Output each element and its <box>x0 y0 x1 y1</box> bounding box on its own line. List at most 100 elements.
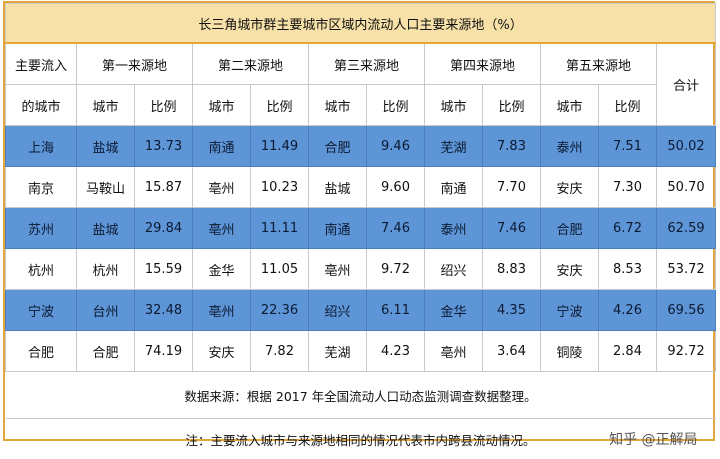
subheader-city: 城市 <box>77 85 135 126</box>
source-ratio-cell: 22.36 <box>251 290 309 331</box>
source-ratio-cell: 6.72 <box>599 208 657 249</box>
source-ratio-cell: 3.64 <box>483 331 541 372</box>
source-ratio-cell: 6.11 <box>367 290 425 331</box>
source-city-cell: 盐城 <box>77 208 135 249</box>
total-cell: 92.72 <box>657 331 716 372</box>
inflow-city-cell: 合肥 <box>6 331 77 372</box>
source-ratio-cell: 29.84 <box>135 208 193 249</box>
inflow-city-cell: 南京 <box>6 167 77 208</box>
header-source-4: 第四来源地 <box>425 43 541 85</box>
source-city-cell: 芜湖 <box>309 331 367 372</box>
source-city-cell: 芜湖 <box>425 126 483 167</box>
source-ratio-cell: 7.46 <box>483 208 541 249</box>
source-city-cell: 宁波 <box>541 290 599 331</box>
subheader-ratio: 比例 <box>251 85 309 126</box>
data-table-sheet: 长三角城市群主要城市区域内流动人口主要来源地（%） 主要流入 第一来源地 第二来… <box>3 1 715 441</box>
source-city-cell: 铜陵 <box>541 331 599 372</box>
source-city-cell: 南通 <box>193 126 251 167</box>
inflow-city-cell: 杭州 <box>6 249 77 290</box>
table-title: 长三角城市群主要城市区域内流动人口主要来源地（%） <box>6 4 716 44</box>
source-ratio-cell: 8.83 <box>483 249 541 290</box>
source-city-cell: 台州 <box>77 290 135 331</box>
subheader-city: 城市 <box>425 85 483 126</box>
source-city-cell: 亳州 <box>309 249 367 290</box>
source-city-cell: 金华 <box>425 290 483 331</box>
source-ratio-cell: 11.11 <box>251 208 309 249</box>
header-total: 合计 <box>657 43 716 126</box>
subheader-city: 城市 <box>309 85 367 126</box>
total-cell: 50.02 <box>657 126 716 167</box>
source-city-cell: 马鞍山 <box>77 167 135 208</box>
source-ratio-cell: 32.48 <box>135 290 193 331</box>
source-city-cell: 安庆 <box>541 249 599 290</box>
source-ratio-cell: 15.59 <box>135 249 193 290</box>
source-city-cell: 合肥 <box>77 331 135 372</box>
source-ratio-cell: 11.05 <box>251 249 309 290</box>
total-cell: 50.70 <box>657 167 716 208</box>
total-cell: 69.56 <box>657 290 716 331</box>
subheader-ratio: 比例 <box>599 85 657 126</box>
total-cell: 62.59 <box>657 208 716 249</box>
header-source-5: 第五来源地 <box>541 43 657 85</box>
subheader-ratio: 比例 <box>483 85 541 126</box>
source-ratio-cell: 7.30 <box>599 167 657 208</box>
source-ratio-cell: 9.60 <box>367 167 425 208</box>
source-ratio-cell: 7.82 <box>251 331 309 372</box>
source-city-cell: 合肥 <box>309 126 367 167</box>
inflow-city-cell: 宁波 <box>6 290 77 331</box>
source-city-cell: 南通 <box>425 167 483 208</box>
source-city-cell: 亳州 <box>193 167 251 208</box>
source-city-cell: 金华 <box>193 249 251 290</box>
watermark: 知乎 @正解局 <box>609 429 697 449</box>
source-ratio-cell: 4.23 <box>367 331 425 372</box>
source-ratio-cell: 9.46 <box>367 126 425 167</box>
source-ratio-cell: 10.23 <box>251 167 309 208</box>
source-city-cell: 绍兴 <box>425 249 483 290</box>
inflow-city-cell: 苏州 <box>6 208 77 249</box>
source-city-cell: 杭州 <box>77 249 135 290</box>
header-inflow-city-line1: 主要流入 <box>6 43 77 85</box>
subheader-city: 城市 <box>541 85 599 126</box>
source-city-cell: 亳州 <box>425 331 483 372</box>
header-source-2: 第二来源地 <box>193 43 309 85</box>
source-city-cell: 南通 <box>309 208 367 249</box>
population-source-table: 长三角城市群主要城市区域内流动人口主要来源地（%） 主要流入 第一来源地 第二来… <box>5 3 716 459</box>
source-ratio-cell: 7.70 <box>483 167 541 208</box>
source-city-cell: 安庆 <box>193 331 251 372</box>
source-ratio-cell: 15.87 <box>135 167 193 208</box>
source-city-cell: 亳州 <box>193 208 251 249</box>
source-ratio-cell: 4.35 <box>483 290 541 331</box>
explanatory-note-text: 注：主要流入城市与来源地相同的情况代表市内跨县流动情况。 <box>186 433 536 448</box>
source-ratio-cell: 8.53 <box>599 249 657 290</box>
source-ratio-cell: 13.73 <box>135 126 193 167</box>
source-city-cell: 合肥 <box>541 208 599 249</box>
header-source-1: 第一来源地 <box>77 43 193 85</box>
source-ratio-cell: 74.19 <box>135 331 193 372</box>
source-ratio-cell: 11.49 <box>251 126 309 167</box>
source-note: 数据来源：根据 2017 年全国流动人口动态监测调查数据整理。 <box>6 372 716 419</box>
explanatory-note: 注：主要流入城市与来源地相同的情况代表市内跨县流动情况。 知乎 @正解局 <box>6 419 716 459</box>
subheader-ratio: 比例 <box>135 85 193 126</box>
source-ratio-cell: 4.26 <box>599 290 657 331</box>
source-city-cell: 安庆 <box>541 167 599 208</box>
source-ratio-cell: 7.51 <box>599 126 657 167</box>
source-city-cell: 绍兴 <box>309 290 367 331</box>
inflow-city-cell: 上海 <box>6 126 77 167</box>
source-ratio-cell: 9.72 <box>367 249 425 290</box>
source-city-cell: 亳州 <box>193 290 251 331</box>
source-city-cell: 盐城 <box>309 167 367 208</box>
subheader-ratio: 比例 <box>367 85 425 126</box>
source-ratio-cell: 2.84 <box>599 331 657 372</box>
subheader-city: 城市 <box>193 85 251 126</box>
source-city-cell: 泰州 <box>425 208 483 249</box>
header-inflow-city-line2: 的城市 <box>6 85 77 126</box>
source-city-cell: 泰州 <box>541 126 599 167</box>
source-city-cell: 盐城 <box>77 126 135 167</box>
